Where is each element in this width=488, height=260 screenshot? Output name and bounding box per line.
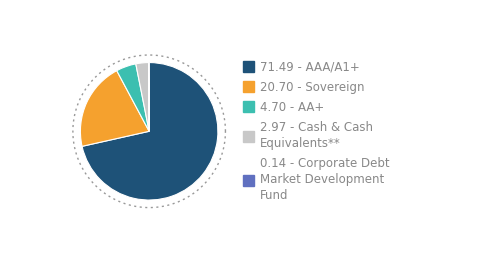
Wedge shape <box>82 63 218 200</box>
Wedge shape <box>136 63 149 131</box>
Wedge shape <box>80 71 149 146</box>
Wedge shape <box>117 64 149 131</box>
Legend: 71.49 - AAA/A1+, 20.70 - Sovereign, 4.70 - AA+, 2.97 - Cash & Cash
Equivalents**: 71.49 - AAA/A1+, 20.70 - Sovereign, 4.70… <box>242 61 389 202</box>
Wedge shape <box>148 63 149 131</box>
